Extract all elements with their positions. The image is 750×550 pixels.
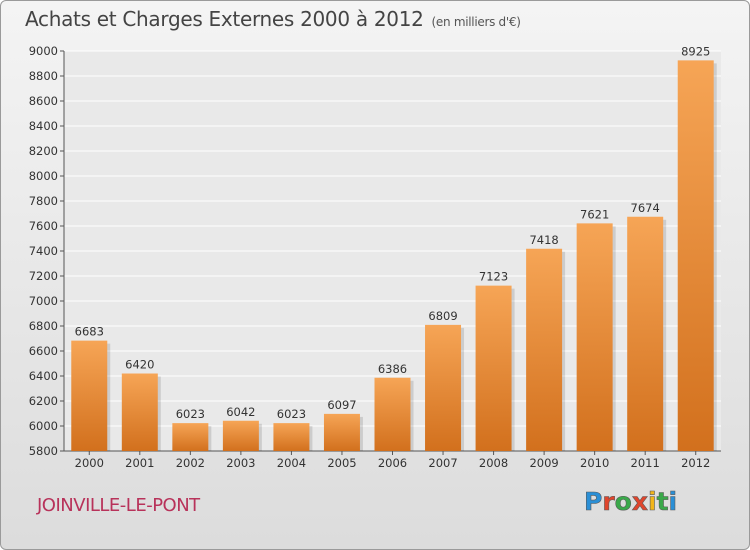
bar-shadow [359,416,363,451]
x-tick-label: 2001 [125,456,154,470]
y-tick-label: 7400 [29,244,58,258]
chart-title-text: Achats et Charges Externes 2000 à 2012 [25,7,424,31]
y-tick-label: 9000 [29,44,58,58]
y-tick-label: 7000 [29,294,58,308]
bar-2012 [677,60,714,451]
chart-title: Achats et Charges Externes 2000 à 2012 (e… [25,7,521,31]
logo-letter: x [631,487,649,517]
x-tick-label: 2007 [428,456,457,470]
chart-subtitle: (en milliers d'€) [431,15,521,29]
logo-letter: i [648,487,657,517]
bar-shadow [410,380,414,451]
value-label-2006: 6386 [378,362,407,376]
bar-2010 [576,223,613,451]
value-label-2005: 6097 [327,398,356,412]
x-tick-label: 2002 [176,456,205,470]
x-tick-label: 2006 [378,456,407,470]
bar-2001 [121,373,158,451]
y-tick-label: 5800 [29,444,58,458]
y-tick-label: 6000 [29,419,58,433]
bar-2006 [374,377,411,451]
bar-2005 [323,413,360,451]
value-label-2012: 8925 [681,44,710,58]
bar-shadow [157,376,161,451]
value-label-2007: 6809 [428,309,457,323]
bar-shadow [107,343,111,451]
y-tick-label: 8000 [29,169,58,183]
y-tick-label: 8600 [29,94,58,108]
bar-2009 [526,248,563,451]
x-tick-label: 2000 [75,456,104,470]
x-tick-label: 2003 [226,456,255,470]
bar-shadow [562,251,566,451]
bars [71,60,717,451]
bar-shadow [713,63,717,451]
value-label-2011: 7674 [631,201,660,215]
logo-letter: P [584,487,603,517]
bar-shadow [511,288,515,451]
logo-letter: r [602,487,615,517]
y-tick-label: 6200 [29,394,58,408]
x-tick-label: 2011 [631,456,660,470]
bar-shadow [461,327,465,451]
y-tick-label: 6400 [29,369,58,383]
bar-2007 [425,324,462,451]
logo-letter: t [656,487,669,517]
y-tick-label: 7800 [29,194,58,208]
value-label-2010: 7621 [580,207,609,221]
axes: 5800 6000 6200 6400 6600 6800 7000 7200 7400 7600… [29,44,721,470]
logo-letter: o [614,487,632,517]
y-tick-label: 6600 [29,344,58,358]
bar-2002 [172,423,209,451]
value-label-2004: 6023 [277,407,306,421]
y-tick-label: 8400 [29,119,58,133]
value-label-2008: 7123 [479,270,508,284]
bar-shadow [663,219,667,451]
x-tick-label: 2012 [681,456,710,470]
value-label-2002: 6023 [176,407,205,421]
x-tick-label: 2008 [479,456,508,470]
bar-shadow [208,426,212,451]
y-tick-label: 8200 [29,144,58,158]
y-tick-label: 6800 [29,319,58,333]
proxiti-logo[interactable]: Proxiti [584,487,678,517]
bar-2004 [273,423,310,451]
y-tick-label: 8800 [29,69,58,83]
bar-shadow [258,423,262,451]
x-tick-label: 2010 [580,456,609,470]
city-name: JOINVILLE-LE-PONT [37,495,200,516]
bar-shadow [612,226,616,451]
x-tick-label: 2005 [327,456,356,470]
x-tick-label: 2004 [277,456,306,470]
value-label-2000: 6683 [75,325,104,339]
value-labels: 6683 6420 6023 6042 6023 6097 6386 6809 7123 7418… [75,44,711,421]
bar-2011 [627,216,664,451]
bar-shadow [309,426,313,451]
value-label-2001: 6420 [125,358,154,372]
y-tick-label: 7200 [29,269,58,283]
value-label-2009: 7418 [529,233,558,247]
bar-2008 [475,285,512,451]
logo-letter: i [668,487,678,517]
bar-2000 [71,340,108,451]
y-tick-label: 7600 [29,219,58,233]
value-label-2003: 6042 [226,405,255,419]
bar-2003 [222,420,259,451]
x-tick-label: 2009 [529,456,558,470]
